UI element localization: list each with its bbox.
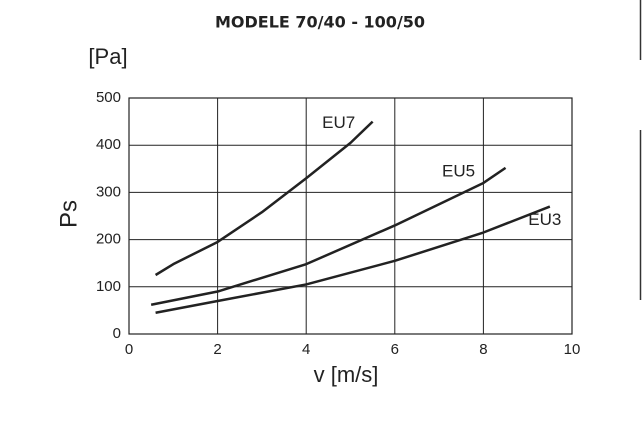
- chart-title: MODELE 70/40 - 100/50: [215, 13, 425, 32]
- series-label: EU3: [528, 210, 561, 229]
- x-tick-label: 10: [564, 341, 581, 358]
- y-tick-label: 500: [96, 89, 121, 106]
- plot-frame: [128, 97, 573, 335]
- y-unit: [Pa]: [88, 44, 127, 69]
- x-tick-label: 2: [213, 341, 221, 358]
- x-tick-label: 6: [391, 341, 399, 358]
- y-tick-label: 200: [96, 231, 121, 248]
- x-tick-label: 8: [479, 341, 487, 358]
- y-tick-label: 300: [96, 183, 121, 200]
- series-label: EU7: [322, 113, 355, 132]
- y-tick-label: 100: [96, 278, 121, 295]
- x-axis-label: v [m/s]: [314, 362, 379, 387]
- line-series: [155, 205, 551, 314]
- x-tick-label: 4: [302, 341, 310, 358]
- y-tick-label: 0: [113, 325, 121, 342]
- line-series: [154, 120, 374, 277]
- y-tick-label: 400: [96, 136, 121, 153]
- y-axis-label: Ps: [55, 200, 82, 228]
- line-series: [150, 166, 507, 306]
- series-label: EU5: [442, 161, 475, 180]
- x-tick-label: 0: [125, 341, 133, 358]
